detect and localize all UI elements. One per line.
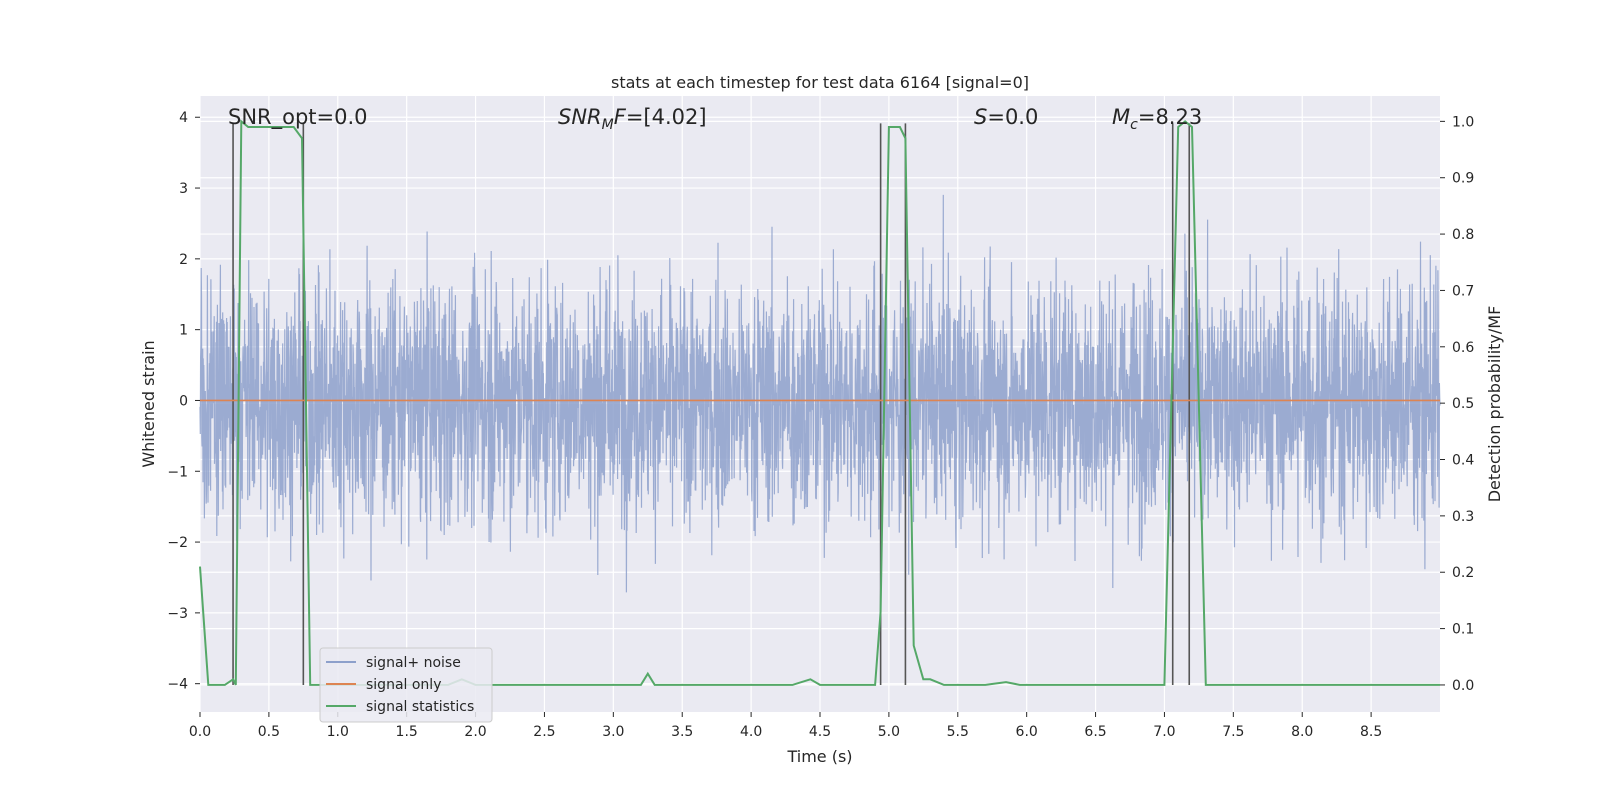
y-axis-right-ticks: 1.0 0.9 0.8 0.7 0.6 0.5 0.4 0.3 0.2 0.1 0.0 [1440, 114, 1474, 694]
y-right-tick-label: 0.5 [1452, 396, 1474, 412]
x-tick-label: 1.5 [396, 724, 418, 740]
y-right-tick-label: 0.8 [1452, 227, 1474, 243]
x-tick-label: 8.5 [1360, 724, 1382, 740]
y-right-tick-label: 0.3 [1452, 509, 1474, 525]
x-tick-label: 3.5 [671, 724, 693, 740]
y-tick-label: −1 [167, 464, 188, 480]
x-tick-label: 2.0 [464, 724, 486, 740]
y-right-tick-label: 0.0 [1452, 678, 1474, 694]
x-tick-label: 4.0 [740, 724, 762, 740]
signal-noise-line [199, 194, 1441, 593]
y-tick-label: 2 [179, 252, 188, 268]
legend-label: signal+ noise [366, 655, 461, 671]
annotations: SNR_opt=0.0 SNRMF=[4.02] S=0.0 Mc=8.23 [228, 105, 1202, 133]
annotation-snr-mf: SNRMF=[4.02] [558, 105, 707, 133]
y-tick-label: −3 [167, 606, 188, 622]
annotation-s-value: S=0.0 [974, 105, 1038, 129]
chart-title: stats at each timestep for test data 616… [611, 73, 1029, 92]
x-tick-label: 5.0 [878, 724, 900, 740]
legend: signal+ noise signal only signal statistic… [319, 647, 493, 723]
signal-statistics-line [199, 119, 1440, 686]
x-tick-label: 6.5 [1084, 724, 1106, 740]
y-right-tick-label: 0.4 [1452, 453, 1474, 469]
y-right-tick-label: 0.2 [1452, 565, 1474, 581]
x-tick-label: 3.0 [602, 724, 624, 740]
annotation-chirp-mass: Mc=8.23 [1112, 105, 1202, 133]
annotation-snr-opt: SNR_opt=0.0 [228, 105, 368, 130]
y-tick-label: −4 [167, 677, 188, 693]
y-right-tick-label: 0.7 [1452, 283, 1474, 299]
x-tick-label: 5.5 [947, 724, 969, 740]
y-tick-label: −2 [167, 535, 188, 551]
x-tick-label: 1.0 [327, 724, 349, 740]
x-tick-label: 4.5 [809, 724, 831, 740]
y-right-tick-label: 0.1 [1452, 622, 1474, 638]
y-tick-label: 4 [179, 110, 188, 126]
x-axis-label: Time (s) [786, 747, 852, 766]
x-tick-label: 0.5 [258, 724, 280, 740]
series-signal-noise [199, 194, 1441, 593]
legend-label: signal statistics [366, 699, 474, 715]
y-axis-label: Whitened strain [139, 340, 158, 467]
y-axis-right-label: Detection probability/MF [1485, 306, 1504, 503]
y-right-tick-label: 0.9 [1452, 171, 1474, 187]
y-right-tick-label: 1.0 [1452, 114, 1474, 130]
y-tick-label: 3 [179, 181, 188, 197]
legend-box [319, 647, 493, 723]
x-tick-label: 7.0 [1153, 724, 1175, 740]
y-right-tick-label: 0.6 [1452, 340, 1474, 356]
x-tick-label: 6.0 [1016, 724, 1038, 740]
series-signal-statistics [199, 119, 1440, 686]
y-axis-ticks: 4 3 2 1 0 −1 −2 −3 −4 [167, 110, 200, 693]
x-tick-label: 2.5 [533, 724, 555, 740]
x-tick-label: 0.0 [189, 724, 211, 740]
legend-label: signal only [366, 677, 441, 693]
x-tick-label: 7.5 [1222, 724, 1244, 740]
y-tick-label: 0 [179, 393, 188, 409]
y-tick-label: 1 [179, 323, 188, 339]
x-axis-ticks: 0.0 0.5 1.0 1.5 2.0 2.5 3.0 3.5 4.0 4.5 5.0 5.5 6.0 6… [189, 712, 1382, 740]
x-tick-label: 8.0 [1291, 724, 1313, 740]
